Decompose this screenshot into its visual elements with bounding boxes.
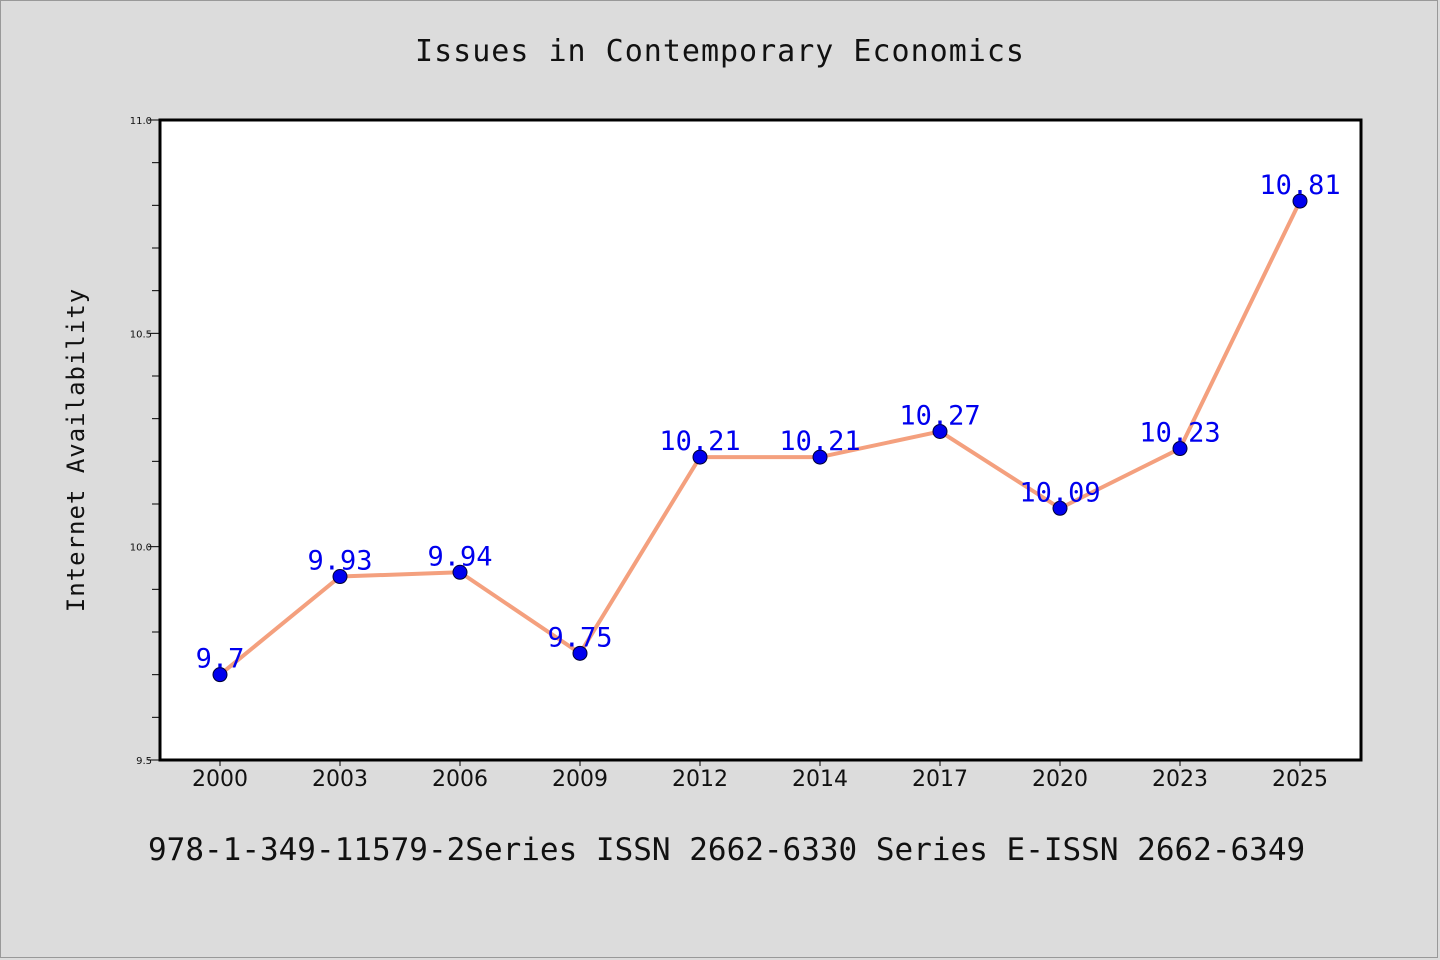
y-tick-label: 10.5: [130, 329, 152, 340]
data-point: [1172, 441, 1188, 457]
chart-title: Issues in Contemporary Economics: [415, 34, 1025, 69]
x-tick-label: 2003: [312, 767, 368, 792]
footer-isbn-issn: 978-1-349-11579-2Series ISSN 2662-6330 S…: [148, 832, 1306, 868]
data-label: 10.09: [1019, 477, 1100, 508]
data-point: [1052, 500, 1068, 516]
plot-border: [158, 118, 1363, 762]
y-tick-label: 11.0: [130, 116, 152, 127]
data-label: 9.94: [427, 541, 492, 572]
series-line: [218, 200, 1302, 677]
data-label: 10.21: [779, 426, 860, 457]
data-point: [812, 449, 828, 465]
data-label: 9.7: [196, 644, 245, 675]
data-point: [932, 423, 948, 439]
x-tick-label: 2009: [552, 767, 608, 792]
data-label: 10.27: [899, 400, 980, 431]
x-tick-label: 2006: [432, 767, 488, 792]
data-label: 9.93: [307, 546, 372, 577]
x-tick-label: 2012: [672, 767, 728, 792]
data-point: [332, 569, 348, 585]
y-tick-label: 9.5: [136, 756, 152, 767]
data-point: [212, 667, 228, 683]
x-tick-label: 2014: [792, 767, 848, 792]
data-label: 10.23: [1139, 418, 1220, 449]
data-point: [1292, 193, 1308, 209]
plot-background: [160, 120, 1361, 760]
data-point: [452, 564, 468, 580]
x-tick-label: 2017: [912, 767, 968, 792]
data-point: [572, 645, 588, 661]
x-tick-label: 2025: [1272, 767, 1328, 792]
y-tick-label: 10.0: [130, 543, 152, 554]
data-label: 9.75: [547, 622, 612, 653]
x-tick-label: 2000: [192, 767, 248, 792]
x-tick-label: 2023: [1152, 767, 1208, 792]
x-tick-label: 2020: [1032, 767, 1088, 792]
data-point: [692, 449, 708, 465]
data-label: 10.81: [1259, 170, 1340, 201]
data-label: 10.21: [659, 426, 740, 457]
